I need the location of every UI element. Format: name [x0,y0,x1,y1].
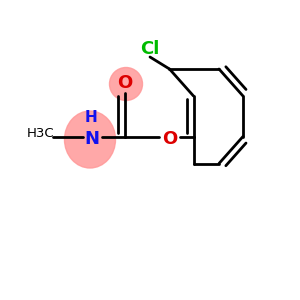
Text: H3C: H3C [27,127,54,140]
Ellipse shape [64,111,116,168]
Text: O: O [117,74,132,92]
Text: H: H [85,110,98,124]
Text: N: N [84,130,99,148]
Text: Cl: Cl [140,40,160,58]
Ellipse shape [110,68,142,100]
Text: O: O [162,130,177,148]
